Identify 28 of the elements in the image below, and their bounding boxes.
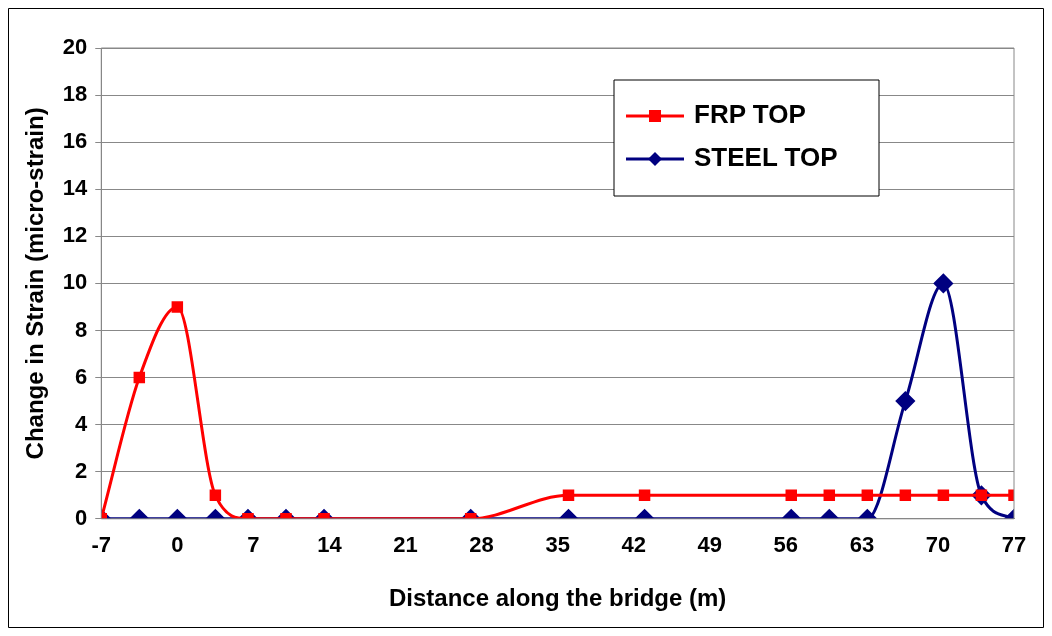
x-tick-label: 70 — [925, 532, 951, 558]
y-tick-label: 18 — [62, 81, 88, 107]
x-tick-label: 0 — [171, 532, 184, 558]
x-tick-label: 28 — [469, 532, 494, 558]
x-tick-label: 42 — [621, 532, 646, 558]
y-tick-label: 8 — [75, 316, 88, 342]
x-tick-label: 35 — [545, 532, 570, 558]
y-axis-title: Change in Strain (micro-strain) — [21, 107, 49, 460]
x-tick-label: 7 — [247, 532, 260, 558]
y-tick-label: 14 — [62, 175, 89, 201]
x-tick-label: 77 — [1001, 532, 1027, 558]
x-tick-label: 21 — [393, 532, 418, 558]
y-tick-label: 4 — [75, 410, 89, 436]
y-tick-label: 20 — [62, 34, 88, 60]
x-tick-label: -7 — [91, 532, 112, 558]
y-tick-label: 16 — [62, 128, 88, 154]
x-tick-label: 63 — [849, 532, 875, 558]
y-tick-label: 6 — [75, 363, 88, 389]
x-tick-label: 14 — [317, 532, 343, 558]
legend-label: FRP TOP — [694, 99, 806, 130]
x-tick-label: 49 — [697, 532, 722, 558]
y-tick-label: 10 — [62, 269, 88, 295]
y-tick-label: 2 — [75, 457, 88, 483]
legend-label: STEEL TOP — [694, 142, 838, 173]
x-tick-label: 56 — [773, 532, 799, 558]
y-tick-label: 0 — [75, 504, 88, 530]
x-axis-title: Distance along the bridge (m) — [388, 584, 727, 612]
y-tick-label: 12 — [62, 222, 88, 248]
